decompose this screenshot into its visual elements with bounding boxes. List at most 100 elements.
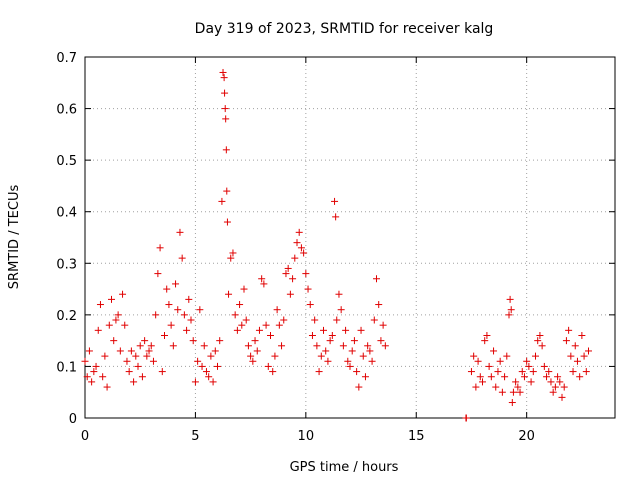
data-point (178, 254, 186, 262)
data-point (222, 115, 230, 123)
data-point (286, 290, 294, 298)
data-point (242, 316, 250, 324)
data-point (342, 326, 350, 334)
data-point (247, 352, 255, 360)
data-point (112, 316, 120, 324)
y-tick-label: 0.7 (56, 51, 77, 66)
data-point (339, 342, 347, 350)
data-point (191, 378, 199, 386)
data-point (558, 393, 566, 401)
x-tick-label: 5 (191, 429, 199, 444)
data-point (337, 306, 345, 314)
data-point (377, 337, 385, 345)
data-point (244, 342, 252, 350)
data-point (335, 290, 343, 298)
data-point (267, 331, 274, 339)
data-point (176, 228, 184, 236)
data-point (258, 275, 266, 283)
y-tick-label: 0.3 (56, 257, 77, 272)
data-point (255, 326, 263, 334)
data-point (359, 352, 367, 360)
data-point (512, 378, 520, 386)
data-point (295, 228, 303, 236)
data-point (291, 254, 299, 262)
data-point (238, 321, 246, 329)
data-point (219, 68, 227, 76)
data-point (560, 383, 568, 391)
data-point (364, 342, 372, 350)
data-point (271, 352, 279, 360)
data-point (300, 249, 308, 257)
data-point (180, 311, 188, 319)
data-point (565, 326, 573, 334)
data-point (273, 306, 281, 314)
data-point (476, 373, 484, 381)
data-point (373, 275, 380, 283)
data-point (479, 378, 486, 386)
data-point (282, 270, 290, 278)
data-point (125, 368, 133, 376)
data-point (211, 347, 219, 355)
data-point (370, 316, 378, 324)
data-point (357, 326, 365, 334)
data-point (116, 347, 124, 355)
data-point (523, 357, 531, 365)
y-tick-label: 0.4 (56, 206, 77, 221)
data-point (529, 368, 537, 376)
data-point (231, 311, 239, 319)
data-point (333, 316, 341, 324)
data-point (532, 352, 539, 360)
data-point (506, 295, 514, 303)
data-point (322, 347, 330, 355)
data-point (324, 357, 332, 365)
data-point (315, 368, 323, 376)
data-point (83, 373, 91, 381)
data-point (326, 337, 334, 345)
chart-title: Day 319 of 2023, SRMTID for receiver kal… (195, 21, 494, 37)
data-point (490, 347, 498, 355)
data-point (508, 399, 516, 407)
data-point (198, 362, 206, 370)
data-point (474, 357, 482, 365)
data-point (306, 301, 314, 309)
y-tick-label: 0.1 (56, 360, 77, 375)
data-point (169, 342, 177, 350)
data-point (534, 337, 542, 345)
data-point (236, 301, 244, 309)
data-point (221, 105, 229, 113)
data-point (202, 368, 210, 376)
data-point (496, 357, 504, 365)
data-point (361, 373, 369, 381)
data-point (200, 342, 208, 350)
data-point (88, 378, 96, 386)
data-point (576, 373, 584, 381)
data-point (127, 347, 135, 355)
y-tick-label: 0 (69, 412, 77, 427)
data-point (472, 383, 480, 391)
data-point (187, 316, 195, 324)
data-point (121, 321, 129, 329)
data-point (110, 337, 118, 345)
data-point (216, 337, 224, 345)
data-point (538, 342, 546, 350)
data-point (505, 311, 513, 319)
y-tick-label: 0.6 (56, 103, 77, 118)
data-point (103, 383, 111, 391)
data-point (233, 326, 241, 334)
data-point (158, 368, 166, 376)
data-point (569, 368, 577, 376)
data-point (353, 368, 361, 376)
data-point (571, 342, 579, 350)
data-point (105, 321, 113, 329)
data-point (304, 285, 312, 293)
data-point (331, 197, 339, 205)
data-point (222, 146, 230, 154)
data-point (332, 213, 340, 221)
data-point (94, 326, 102, 334)
data-point (85, 347, 93, 355)
data-point (289, 275, 297, 283)
data-point (227, 254, 235, 262)
data-point (308, 331, 316, 339)
data-point (132, 352, 140, 360)
data-point (156, 244, 164, 252)
